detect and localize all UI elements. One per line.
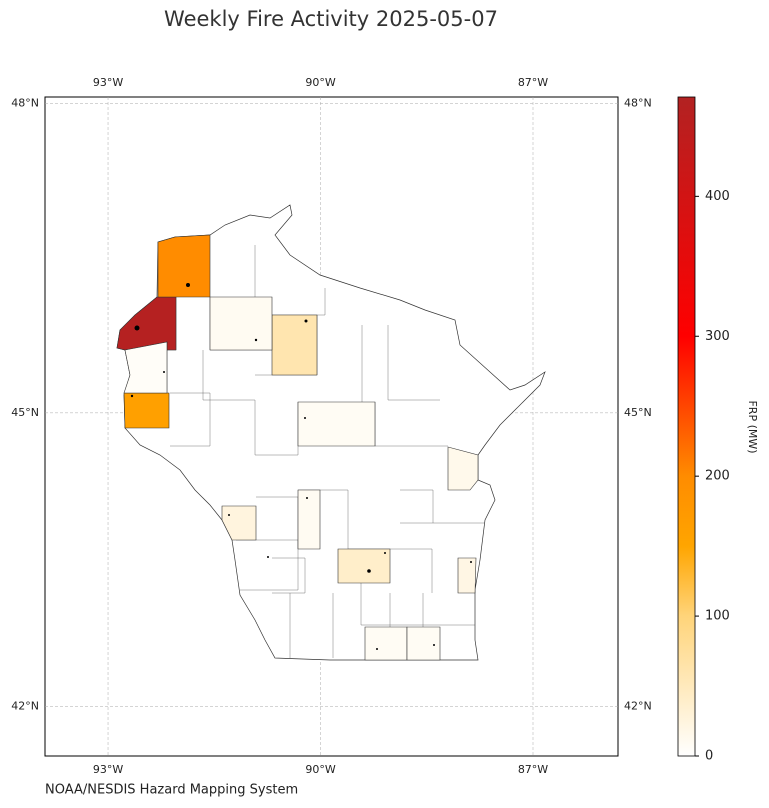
lon-label-bottom: 93°W: [93, 763, 123, 776]
map-frame: [44, 96, 619, 757]
colorbar: [677, 96, 696, 757]
lat-label-left: 45°N: [11, 406, 39, 419]
lat-label-left: 42°N: [11, 700, 39, 713]
lon-label-top: 90°W: [305, 76, 335, 89]
credit: NOAA/NESDIS Hazard Mapping System: [45, 783, 298, 798]
colorbar-tick-label: 300: [705, 329, 730, 344]
colorbar-tick-label: 0: [705, 749, 713, 764]
colorbar-label: FRP (MW): [746, 400, 759, 453]
lat-label-left: 48°N: [11, 96, 39, 109]
county: [447, 446, 479, 491]
county: [221, 505, 257, 541]
lat-label-right: 48°N: [624, 96, 652, 109]
county: [123, 392, 170, 429]
colorbar-tick-label: 400: [705, 189, 730, 204]
county: [271, 314, 318, 376]
lon-label-top: 93°W: [93, 76, 123, 89]
lon-label-bottom: 90°W: [305, 763, 335, 776]
lon-label-top: 87°W: [518, 76, 548, 89]
county: [457, 557, 477, 594]
lat-label-right: 45°N: [624, 406, 652, 419]
county: [406, 626, 441, 661]
title: Weekly Fire Activity 2025-05-07: [164, 7, 498, 31]
county: [297, 489, 321, 550]
lat-label-right: 42°N: [624, 700, 652, 713]
county: [157, 234, 211, 298]
county: [123, 341, 168, 394]
colorbar-tick-label: 200: [705, 469, 730, 484]
colorbar-tick-label: 100: [705, 609, 730, 624]
fire-detections: [130, 283, 472, 650]
county: [297, 401, 376, 447]
county: [337, 548, 391, 584]
county: [364, 626, 408, 661]
county: [209, 296, 273, 351]
lon-label-bottom: 87°W: [518, 763, 548, 776]
